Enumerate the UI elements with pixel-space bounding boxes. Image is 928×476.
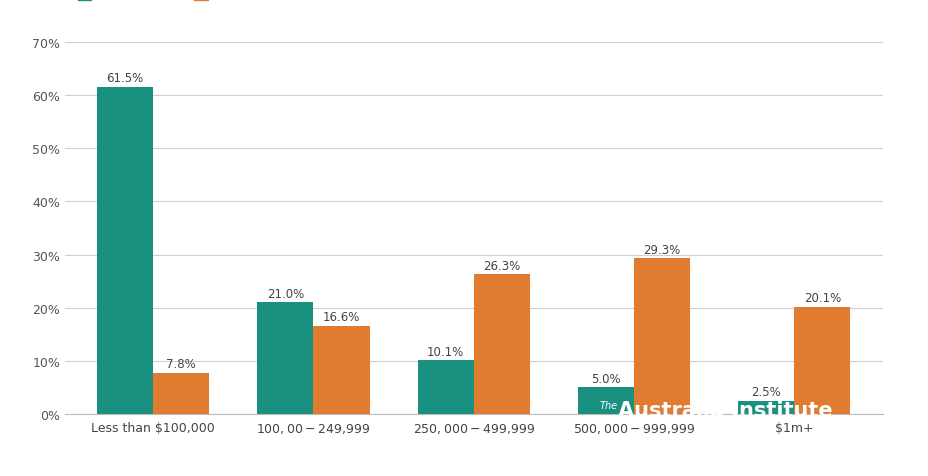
Text: Australia Institute: Australia Institute	[617, 400, 831, 420]
Bar	[634, 259, 690, 414]
Text: 29.3%: 29.3%	[643, 243, 680, 256]
Text: 61.5%: 61.5%	[107, 72, 144, 85]
Text: 10.1%: 10.1%	[427, 345, 464, 358]
Bar	[313, 326, 369, 414]
Text: 7.8%: 7.8%	[166, 357, 196, 370]
Bar	[577, 387, 634, 414]
Bar	[473, 275, 529, 414]
Text: 2.5%: 2.5%	[751, 385, 780, 398]
Text: 21.0%: 21.0%	[266, 287, 303, 300]
Text: 5.0%: 5.0%	[590, 372, 620, 385]
Bar	[153, 373, 209, 414]
Bar	[418, 360, 473, 414]
Text: Research that matters.: Research that matters.	[617, 446, 746, 456]
Text: 20.1%: 20.1%	[803, 292, 840, 305]
Bar	[793, 307, 849, 414]
Text: The: The	[599, 400, 617, 410]
Bar	[97, 88, 153, 414]
Text: 16.6%: 16.6%	[323, 310, 360, 323]
Bar	[738, 401, 793, 414]
Text: 26.3%: 26.3%	[483, 259, 520, 272]
Bar	[257, 303, 313, 414]
Legend: Individuals, Personal contributions: Individuals, Personal contributions	[71, 0, 375, 8]
